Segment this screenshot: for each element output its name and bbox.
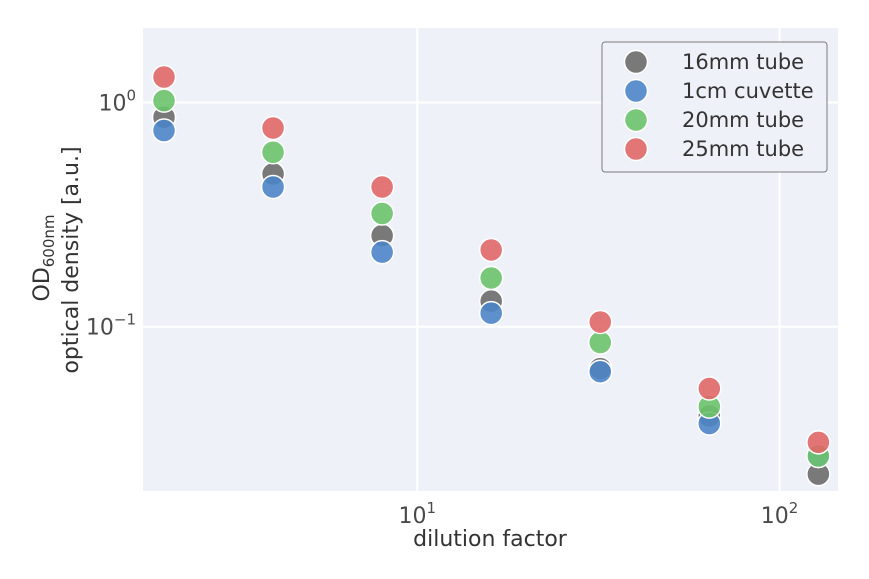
data-point: [588, 359, 613, 384]
y-tick-labels: 100 10−1: [86, 87, 136, 341]
x-axis-label: dilution factor: [413, 527, 568, 552]
y-axis-label-line2: optical density [a.u.]: [59, 146, 84, 373]
legend-label: 1cm cuvette: [682, 79, 814, 103]
legend-label: 16mm tube: [682, 50, 804, 74]
legend-label: 25mm tube: [682, 137, 804, 161]
legend-marker: [623, 136, 649, 162]
series-2: [151, 88, 831, 469]
data-point: [478, 265, 504, 291]
x-tick-label: 101: [398, 499, 436, 529]
series-3: [151, 64, 831, 455]
legend-item: 1cm cuvette: [623, 78, 814, 104]
data-point: [151, 88, 177, 113]
legend-item: 25mm tube: [623, 136, 804, 162]
data-point: [478, 300, 504, 326]
y-tick-label: 10−1: [86, 311, 136, 341]
data-points: [151, 64, 831, 487]
y-axis-label-main: OD: [30, 267, 55, 301]
data-point: [697, 376, 722, 401]
legend-marker: [623, 107, 649, 133]
y-axis-label-sub: 600nm: [40, 214, 58, 267]
data-point: [151, 118, 177, 143]
data-point: [588, 309, 613, 335]
y-tick-label: 100: [98, 87, 136, 117]
data-point: [369, 174, 395, 200]
legend-label: 20mm tube: [682, 108, 804, 132]
legend-item: 16mm tube: [623, 49, 804, 75]
x-tick-labels: 101 102: [398, 499, 798, 529]
y-axis-label: OD600nm: [30, 214, 58, 301]
x-tick-label: 102: [761, 499, 799, 529]
data-point: [260, 174, 286, 200]
legend: 16mm tube 1cm cuvette 20mm tube 25mm tube: [601, 41, 828, 173]
data-point: [369, 201, 395, 226]
legend-marker: [623, 49, 649, 75]
data-point: [588, 330, 613, 355]
legend-item: 20mm tube: [623, 107, 804, 133]
data-point: [151, 64, 177, 90]
data-point: [260, 140, 286, 165]
data-point: [369, 239, 395, 265]
data-point: [806, 430, 831, 455]
data-point: [260, 115, 286, 141]
svg-text:OD600nm: OD600nm: [30, 214, 58, 301]
data-point: [478, 237, 504, 263]
legend-marker: [623, 78, 649, 104]
legend-box: [601, 41, 828, 173]
